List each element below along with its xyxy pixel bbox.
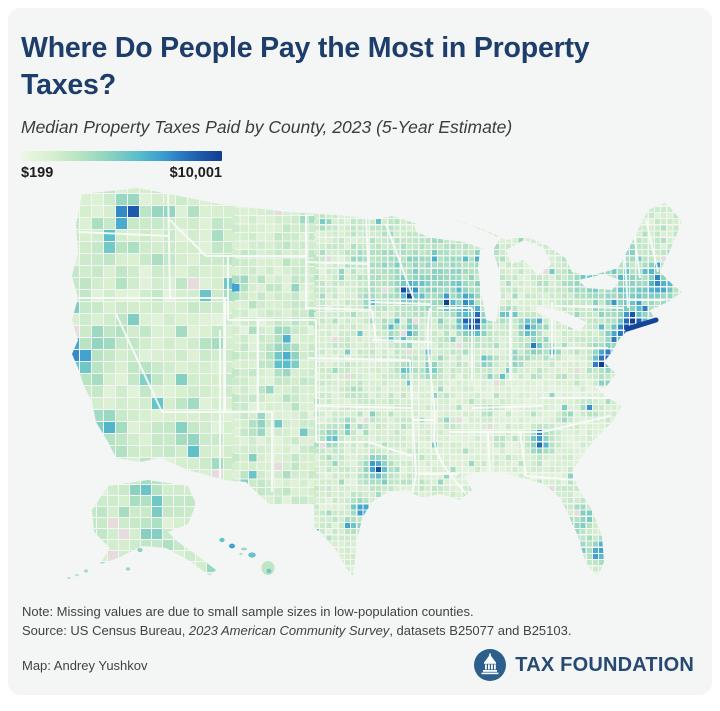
legend-gradient-bar [21,151,222,162]
logo-text: TAX FOUNDATION [515,653,694,676]
source-text: Source: US Census Bureau, 2023 American … [22,622,571,641]
capitol-icon [474,649,507,681]
note-text: Note: Missing values are due to small sa… [22,604,474,620]
page-title: Where Do People Pay the Most in Property… [21,30,698,104]
page-title-line1: Where Do People Pay the Most in Property [21,32,590,64]
county-mosaic-alaska [92,480,216,576]
hawaii-and-aleutian-islands [67,537,275,580]
subtitle: Median Property Taxes Paid by County, 20… [21,117,513,138]
source-italic: 2023 American Community Survey [188,623,390,639]
footer-row: Map: Andrey Yushkov TAX FOUNDATION [22,648,694,682]
notes-block: Note: Missing values are due to small sa… [22,603,571,641]
choropleth-map [20,180,700,604]
lake-erie [536,306,586,332]
tax-foundation-logo: TAX FOUNDATION [473,648,694,682]
legend-max-label: $10,001 [169,165,222,182]
long-island-strip [624,317,659,332]
infographic-card: Where Do People Pay the Most in Property… [8,8,712,695]
lake-superior [414,216,500,252]
legend: $199 $10,001 [21,151,222,181]
state-borders [74,188,665,497]
source-suffix: , datasets B25077 and B25103. [389,623,572,639]
us-map-svg [67,188,682,580]
source-prefix: Source: US Census Bureau, [22,623,189,639]
map-credit: Map: Andrey Yushkov [22,657,148,673]
page-title-line2: Taxes? [21,69,116,102]
lake-michigan [478,248,501,322]
lake-huron [506,240,551,276]
legend-min-label: $199 [21,165,54,182]
legend-labels: $199 $10,001 [21,165,222,181]
lake-ontario [578,274,620,290]
great-lakes [414,216,620,332]
state-border-lines [74,188,665,497]
